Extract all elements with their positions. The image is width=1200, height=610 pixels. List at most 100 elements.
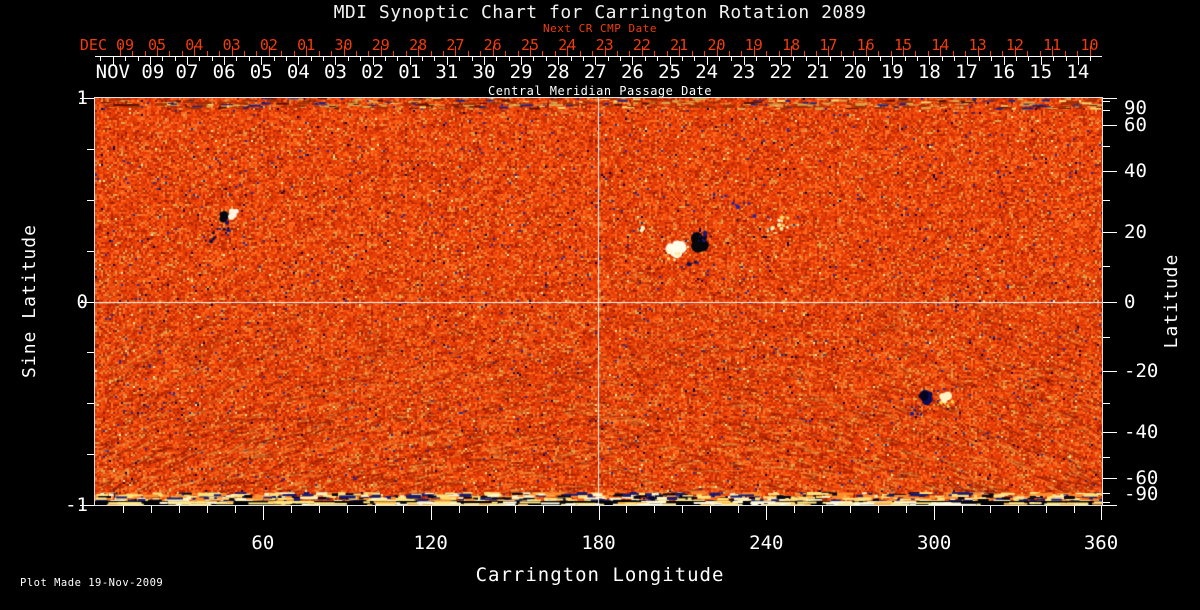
- cmp-day-label: 04: [286, 61, 310, 83]
- cmp-day-label: 23: [732, 61, 756, 83]
- next-cr-tick: [890, 51, 892, 56]
- cmp-day-label: 26: [620, 61, 644, 83]
- cmp-tick: [483, 57, 485, 65]
- cmp-tick: [595, 57, 597, 65]
- x-minor-tick: [1018, 506, 1020, 513]
- cmp-tick: [1003, 57, 1005, 65]
- cmp-tick: [112, 57, 114, 65]
- x-tick-label: 180: [581, 532, 616, 554]
- x-minor-tick: [178, 506, 180, 513]
- next-cr-tick: [965, 51, 967, 56]
- x-minor-tick: [150, 506, 152, 513]
- cmp-day-label: 19: [880, 61, 904, 83]
- y-right-major-tick: [1103, 371, 1117, 373]
- cmp-day-label: 25: [658, 61, 681, 83]
- next-cr-tick: [318, 51, 320, 56]
- next-cr-tick: [728, 51, 730, 56]
- x-major-tick: [934, 506, 936, 520]
- cmp-tick: [917, 57, 919, 61]
- y-left-tick-label: 1: [76, 87, 88, 109]
- cmp-tick: [1028, 57, 1030, 61]
- cmp-tick: [966, 57, 968, 65]
- x-minor-tick: [234, 506, 236, 513]
- next-cr-tick: [567, 46, 569, 56]
- cmp-tick: [149, 57, 151, 65]
- next-cr-tick: [480, 51, 482, 56]
- y-right-tick-label: 0: [1124, 290, 1136, 313]
- next-cr-tick: [157, 46, 158, 56]
- x-minor-tick: [738, 506, 740, 513]
- next-cr-day-label: 01: [297, 36, 316, 54]
- x-minor-tick: [682, 506, 684, 513]
- next-cr-tick: [505, 51, 507, 56]
- x-tick-label: 120: [413, 532, 448, 554]
- x-tick-label: 300: [916, 532, 952, 554]
- x-minor-tick: [318, 506, 320, 513]
- cmp-day-label: 18: [917, 61, 941, 83]
- next-cr-tick: [355, 51, 357, 56]
- x-minor-tick: [514, 506, 516, 513]
- x-minor-tick: [122, 506, 124, 513]
- cmp-day-label: 03: [324, 61, 347, 83]
- cmp-tick: [521, 57, 523, 65]
- next-cr-tick: [617, 51, 619, 56]
- next-cr-day-label: 30: [334, 36, 353, 54]
- cmp-tick: [805, 57, 807, 61]
- next-cr-tick: [1002, 51, 1004, 56]
- next-cr-day-label: 25: [520, 36, 540, 54]
- cmp-tick: [867, 57, 869, 61]
- next-cr-tick: [592, 51, 594, 56]
- y-right-tick-label: -90: [1124, 483, 1159, 505]
- cmp-tick: [1053, 57, 1055, 61]
- cmp-tick: [162, 57, 164, 61]
- cmp-tick: [496, 57, 498, 61]
- next-cr-tick: [455, 46, 457, 56]
- next-cr-day-label: 16: [856, 36, 875, 54]
- next-cr-tick: [194, 46, 196, 56]
- cmp-tick: [904, 57, 906, 61]
- next-cr-tick: [293, 51, 295, 56]
- cmp-tick: [384, 57, 386, 61]
- cmp-tick: [719, 57, 721, 61]
- cmp-tick: [248, 57, 250, 61]
- cmp-tick: [941, 57, 943, 61]
- next-cr-day-label: 13: [968, 36, 987, 54]
- cmp-tick: [236, 57, 238, 61]
- x-major-tick: [430, 506, 432, 520]
- next-cr-tick: [766, 51, 768, 56]
- cmp-day-label: 27: [583, 61, 607, 83]
- next-cr-tick: [629, 51, 631, 56]
- next-cr-tick: [990, 51, 992, 56]
- next-cr-tick: [530, 46, 531, 56]
- x-minor-tick: [990, 506, 992, 513]
- y-left-minor-tick: [87, 352, 95, 354]
- next-cr-tick: [368, 51, 370, 56]
- next-cr-tick: [1014, 46, 1016, 56]
- cmp-day-label: 02: [361, 61, 385, 83]
- cmp-day-label: 21: [806, 61, 830, 83]
- cmp-tick: [422, 57, 424, 61]
- next-cr-tick: [331, 51, 333, 56]
- x-minor-tick: [542, 506, 544, 513]
- y-left-major-tick: [80, 98, 95, 99]
- next-cr-tick: [679, 46, 681, 56]
- next-cr-day-label: 04: [185, 36, 204, 54]
- cmp-tick: [620, 57, 622, 61]
- cmp-tick: [310, 57, 312, 61]
- cmp-tick: [570, 57, 572, 61]
- cmp-tick: [199, 57, 201, 61]
- cmp-tick: [818, 57, 820, 65]
- x-tick-label: 240: [749, 532, 784, 554]
- cmp-day-label: 24: [695, 61, 719, 83]
- cmp-tick: [471, 57, 473, 61]
- cmp-tick: [879, 57, 881, 61]
- cmp-tick: [397, 57, 399, 61]
- y-right-minor-tick: [1103, 457, 1110, 459]
- next-cr-day-label: 26: [483, 36, 502, 54]
- next-cr-cmp-date-axis-title: Next CR CMP Date: [543, 22, 657, 35]
- cmp-tick: [137, 57, 139, 61]
- next-cr-day-label: 10: [1080, 36, 1099, 54]
- next-cr-tick: [940, 46, 942, 56]
- cmp-tick: [298, 57, 300, 65]
